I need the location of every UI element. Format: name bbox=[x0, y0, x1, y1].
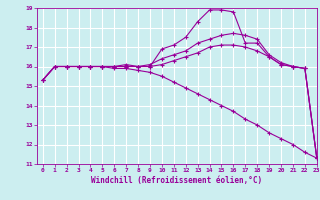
X-axis label: Windchill (Refroidissement éolien,°C): Windchill (Refroidissement éolien,°C) bbox=[91, 176, 262, 185]
